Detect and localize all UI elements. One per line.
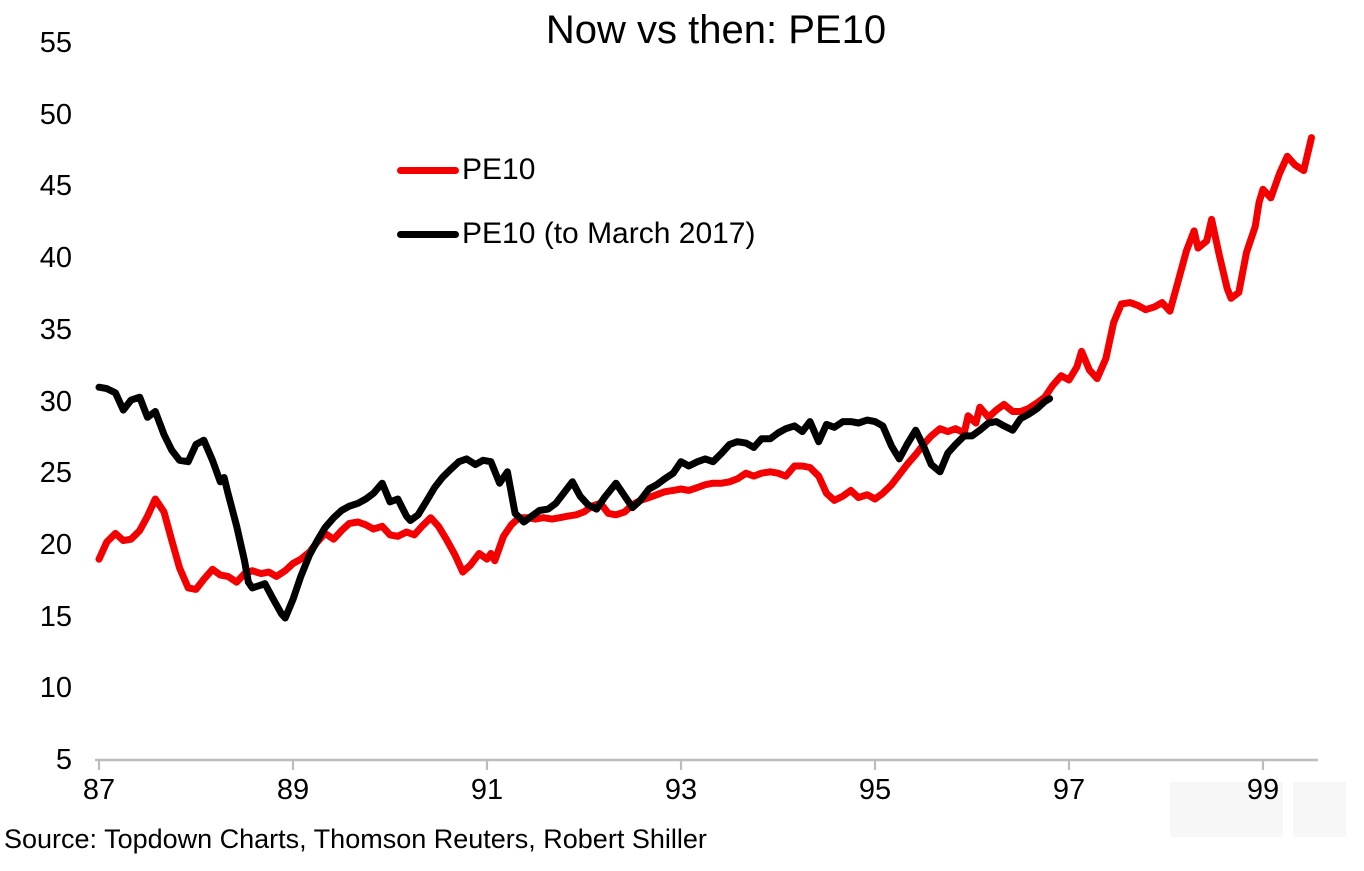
legend-item-pe10: PE10 <box>397 153 755 187</box>
x-tick-label: 93 <box>664 774 698 806</box>
x-tick-label: 97 <box>1052 774 1086 806</box>
y-tick-label: 30 <box>39 385 72 418</box>
x-tick-label: 99 <box>1246 774 1280 806</box>
series-line-pe10-then <box>95 383 1054 622</box>
y-tick-label: 20 <box>39 528 72 561</box>
y-tick-label: 35 <box>39 313 72 346</box>
y-tick-label: 45 <box>39 170 72 203</box>
legend-line-black-icon <box>397 230 459 238</box>
y-tick-label: 5 <box>55 744 72 776</box>
x-tick-label: 91 <box>470 774 504 806</box>
y-tick-label: 55 <box>39 27 72 59</box>
y-tick-label: 15 <box>39 600 72 633</box>
watermark-remnant <box>1170 782 1283 837</box>
legend-item-pe10-then: PE10 (to March 2017) <box>397 217 755 251</box>
x-tick-label: 89 <box>276 774 310 806</box>
legend-label-pe10-then: PE10 (to March 2017) <box>462 217 756 250</box>
y-tick-label: 40 <box>39 242 72 275</box>
watermark-remnant <box>1293 782 1346 837</box>
legend: PE10 PE10 (to March 2017) <box>397 153 755 281</box>
y-tick-label: 25 <box>39 457 72 490</box>
x-tick-label: 87 <box>82 774 116 806</box>
legend-label-pe10: PE10 <box>462 153 536 186</box>
chart-title: Now vs then: PE10 <box>545 8 887 52</box>
x-tick-label: 95 <box>858 774 892 806</box>
legend-line-red-icon <box>397 166 459 174</box>
y-tick-label: 10 <box>39 672 72 705</box>
y-tick-label: 50 <box>39 98 72 131</box>
source-note: Source: Topdown Charts, Thomson Reuters,… <box>4 824 707 854</box>
